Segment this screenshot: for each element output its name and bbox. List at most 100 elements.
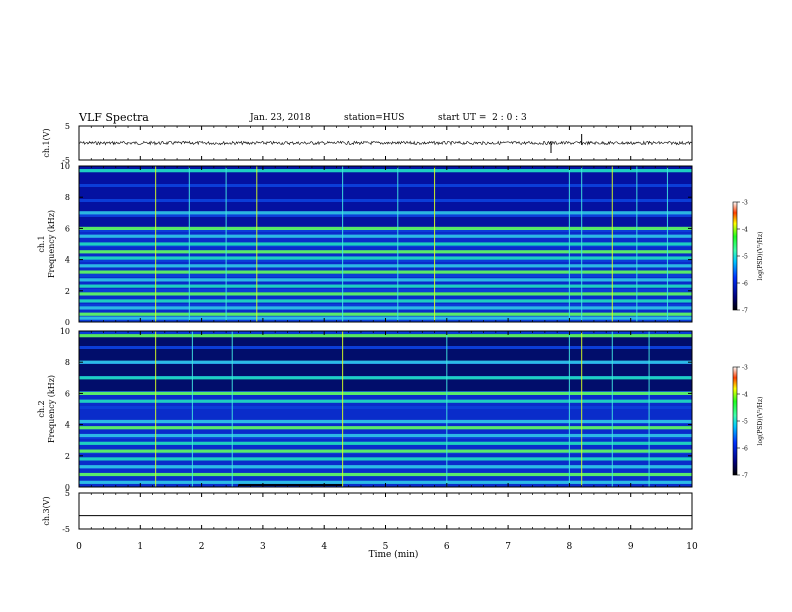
ch3-ylabel: ch.3(V) — [42, 496, 51, 525]
ch1-texture-row — [79, 304, 692, 307]
x-tick-label: 2 — [199, 542, 205, 552]
ch2-texture-row — [79, 475, 692, 478]
ch1-texture-row — [79, 202, 692, 205]
ch2-colorbar-tick-label: -5 — [742, 419, 748, 426]
ch2-texture-row — [79, 373, 692, 376]
ch2-texture-row — [79, 418, 692, 421]
ch1-ylabel: Frequency (kHz) — [47, 210, 56, 278]
figure-title: VLF Spectra — [79, 111, 149, 124]
ch1-colorbar-tick-label: -5 — [742, 254, 748, 261]
ch2-texture-row — [79, 370, 692, 373]
x-tick-label: 0 — [76, 542, 82, 552]
ch1-texture-row — [79, 232, 692, 235]
ch1-texture-row — [79, 187, 692, 190]
ch2-texture-row — [79, 394, 692, 397]
x-tick-label: 9 — [628, 542, 634, 552]
x-tick-label: 6 — [444, 542, 450, 552]
ch1-texture-row — [79, 220, 692, 223]
ch3-ytick-label: -5 — [62, 525, 70, 534]
ch2-colorbar-label: log(PSD)(V²/Hz) — [757, 397, 764, 446]
ch2-band — [79, 472, 692, 477]
ch2-texture-row — [79, 337, 692, 340]
ch1-band — [79, 242, 692, 246]
ch1-band — [79, 306, 692, 310]
ch1-texture-row — [79, 181, 692, 184]
ch1-colorbar-tick-label: -6 — [742, 281, 748, 288]
ch2-band — [79, 376, 692, 380]
ch2-dark-patch — [238, 483, 343, 486]
ch1-colorbar-label: log(PSD)(V²/Hz) — [757, 232, 764, 281]
ch2-ylabel: ch.2 — [37, 400, 46, 417]
ch1-band — [79, 312, 692, 316]
ch1-texture-row — [79, 247, 692, 250]
ch2-texture-row — [79, 463, 692, 466]
ch1-colorbar-tick-label: -4 — [742, 227, 748, 234]
ch2-texture-row — [79, 346, 692, 349]
ch2-texture-row — [79, 448, 692, 451]
ch2-ytick-label: 4 — [65, 421, 70, 430]
ch1-band — [79, 234, 692, 238]
ch1-ytick-label: 8 — [65, 193, 70, 202]
ch1-ytick-label: -5 — [62, 156, 70, 165]
ch2-texture-row — [79, 352, 692, 355]
ch1-texture-row — [79, 208, 692, 211]
ch2-texture-row — [79, 397, 692, 400]
ch1-ytick-label: 6 — [65, 224, 70, 233]
ch2-colorbar-tick-label: -7 — [742, 473, 748, 480]
ch1-texture-row — [79, 259, 692, 262]
ch2-band — [79, 465, 692, 469]
ch2-texture-row — [79, 478, 692, 481]
ch2-texture-row — [79, 436, 692, 439]
ch1-ytick-label: 10 — [60, 162, 70, 171]
ch1-waveform-trace — [78, 140, 692, 146]
ch2-spectrogram — [79, 331, 692, 487]
ch1-texture-row — [79, 238, 692, 241]
ch1-texture-row — [79, 274, 692, 277]
ch1-texture-row — [79, 175, 692, 178]
ch1-texture-row — [79, 268, 692, 271]
ch1-texture-row — [79, 253, 692, 256]
ch2-texture-row — [79, 415, 692, 418]
ch2-ylabel: Frequency (kHz) — [47, 375, 56, 443]
ch2-ytick-label: 8 — [65, 358, 70, 367]
ch3-ytick-label: 5 — [65, 489, 70, 498]
ch2-band — [79, 360, 692, 364]
ch1-waveform-frame — [78, 125, 693, 161]
ch1-colorbar-tick-label: -7 — [742, 308, 748, 315]
ch1-texture-row — [79, 217, 692, 220]
ch2-colorbar-tick-label: -4 — [742, 392, 748, 399]
x-tick-label: 4 — [321, 542, 327, 552]
ch2-ytick-label: 6 — [65, 389, 70, 398]
ch2-band — [79, 449, 692, 453]
x-tick-label: 3 — [260, 542, 266, 552]
ch1-band — [79, 264, 692, 268]
ch2-texture-row — [79, 388, 692, 391]
ch1-texture-row — [79, 178, 692, 181]
ch2-texture-row — [79, 382, 692, 385]
ch1-texture-row — [79, 184, 692, 187]
ch1-texture-row — [79, 193, 692, 196]
ch1-spectrogram — [79, 166, 692, 322]
ch2-band — [79, 426, 692, 430]
ch1-colorbar-tick-label: -3 — [742, 200, 748, 207]
ch1-texture-row — [79, 172, 692, 175]
ch1-texture-row — [79, 199, 692, 202]
ch1-texture-row — [79, 190, 692, 193]
ch1-texture-row — [79, 196, 692, 199]
ch1-texture-row — [79, 223, 692, 226]
ch1-colorbar — [732, 201, 738, 311]
ch1-texture-row — [79, 205, 692, 208]
ch2-texture-row — [79, 469, 692, 472]
ch2-texture-row — [79, 355, 692, 358]
ch2-texture-row — [79, 364, 692, 367]
ch2-band — [79, 457, 692, 461]
ch2-band — [79, 399, 692, 403]
ch2-texture-row — [79, 367, 692, 370]
ch2-texture-row — [79, 409, 692, 412]
ch1-ytick-label: 4 — [65, 256, 70, 265]
ch1-band — [79, 169, 692, 173]
ch1-texture-row — [79, 280, 692, 283]
ch2-texture-row — [79, 445, 692, 448]
